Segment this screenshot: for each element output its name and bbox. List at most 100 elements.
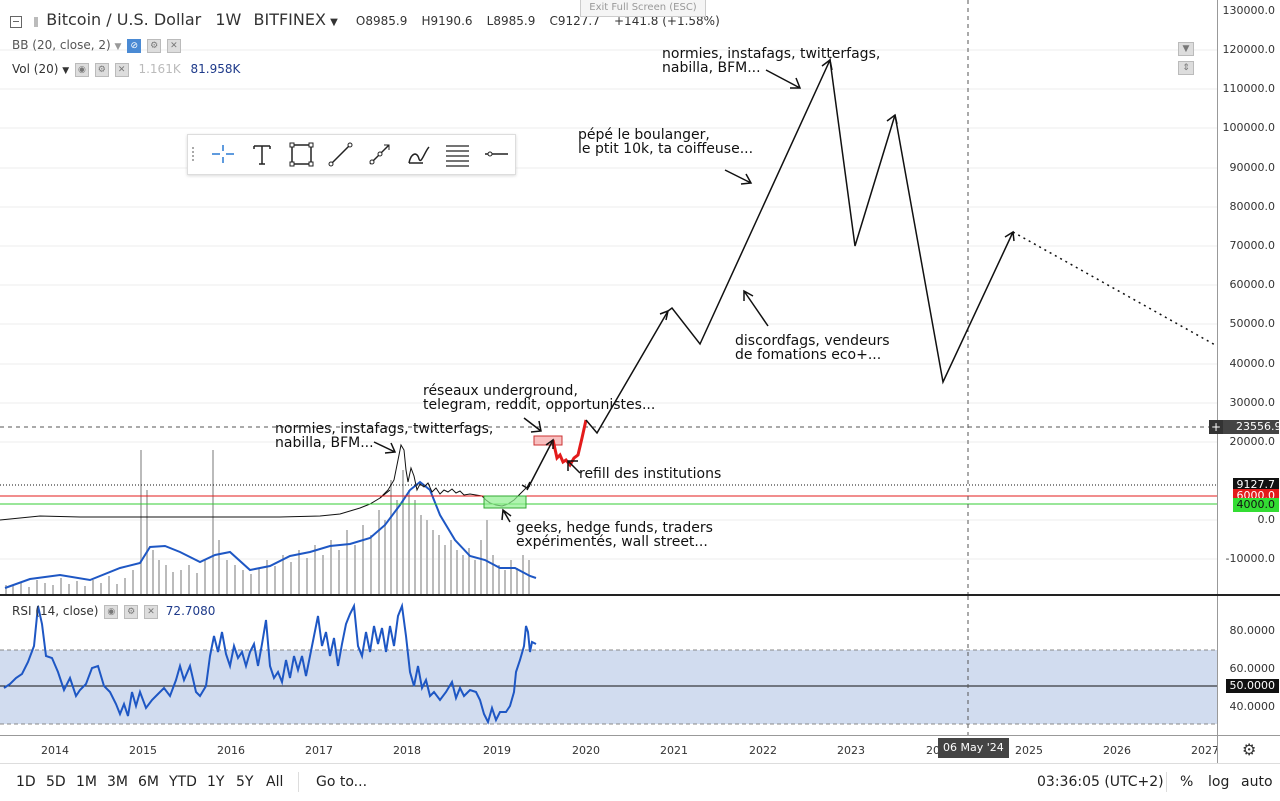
price-tick: 50000.0 [1229, 317, 1276, 330]
drawing-toolbar [187, 134, 516, 175]
price-axis[interactable]: 130000.0 120000.0 110000.0 100000.0 9000… [1209, 0, 1280, 594]
chevron-down-icon[interactable]: ▼ [62, 66, 70, 76]
rsi-band [0, 650, 1217, 724]
price-tick: 70000.0 [1229, 239, 1276, 252]
time-tick: 2017 [305, 744, 333, 757]
eye-icon[interactable]: ◉ [104, 604, 119, 619]
eye-icon[interactable]: ◉ [74, 62, 89, 77]
exit-fullscreen-button[interactable]: Exit Full Screen (ESC) [580, 0, 706, 17]
projection-dotted [1012, 231, 1218, 347]
divider [298, 772, 299, 792]
auto-scale-button[interactable]: auto [1241, 774, 1273, 790]
range-all-button[interactable]: All [266, 774, 284, 790]
rsi-label[interactable]: RSI (14, close) [12, 604, 99, 618]
crosshair-icon[interactable] [204, 135, 243, 174]
time-tick: 2026 [1103, 744, 1131, 757]
rsi-legend: RSI (14, close) ◉ ⚙ ✕ 72.7080 [12, 604, 215, 619]
accumulation-box [483, 495, 527, 509]
rectangle-tool-icon[interactable] [282, 135, 321, 174]
annotation-line: nabilla, BFM... [275, 435, 374, 451]
horizontal-line-icon[interactable] [477, 135, 516, 174]
time-axis[interactable]: 2014 2015 2016 2017 2018 2019 2020 2021 … [0, 735, 1219, 764]
price-tick: 110000.0 [1222, 82, 1276, 95]
price-tick: 60000.0 [1229, 278, 1276, 291]
main-chart-pane[interactable]: Bitcoin / U.S. Dollar 1W BITFINEX ▼ O898… [0, 0, 1218, 594]
gear-icon[interactable]: ⚙ [1242, 740, 1257, 759]
annotation-boulanger: pépé le boulanger, le ptit 10k, ta coiff… [578, 128, 753, 156]
ray-tool-icon[interactable] [360, 135, 399, 174]
time-axis-settings: ⚙ [1217, 735, 1280, 764]
low-value: L8985.9 [486, 14, 536, 28]
plus-icon: + [1209, 420, 1223, 434]
percent-scale-button[interactable]: % [1180, 774, 1194, 790]
rsi-tick: 80.0000 [1229, 624, 1276, 637]
bottom-toolbar: 1D 5D 1M 3M 6M YTD 1Y 5Y All Go to... 03… [0, 763, 1280, 801]
vol-value-a: 1.161K [138, 62, 181, 76]
rsi-mid-tag: 50.0000 [1225, 679, 1279, 693]
collapse-pane-icon[interactable]: ▼ [1178, 41, 1194, 56]
annotation-discord: discordfags, vendeurs de fomations eco+.… [735, 334, 890, 362]
range-3m-button[interactable]: 3M [107, 774, 128, 790]
price-tick: -10000.0 [1225, 552, 1275, 565]
volume-ma-line [4, 480, 537, 589]
gear-icon[interactable]: ⚙ [94, 62, 109, 77]
price-tick: 20000.0 [1229, 435, 1276, 448]
range-ytd-button[interactable]: YTD [169, 774, 197, 790]
eye-icon[interactable]: ⊘ [127, 38, 142, 53]
rsi-pane[interactable]: RSI (14, close) ◉ ⚙ ✕ 72.7080 [0, 596, 1217, 735]
rsi-tick: 40.0000 [1229, 700, 1276, 713]
rsi-svg [0, 596, 1217, 735]
vol-label[interactable]: Vol (20) [12, 62, 59, 76]
annotation-line: pépé le boulanger, [578, 127, 710, 143]
goto-button[interactable]: Go to... [316, 774, 368, 790]
price-tick: 40000.0 [1229, 357, 1276, 370]
range-6m-button[interactable]: 6M [138, 774, 159, 790]
text-tool-icon[interactable] [243, 135, 282, 174]
open-value: O8985.9 [355, 14, 408, 28]
trendline-tool-icon[interactable] [321, 135, 360, 174]
brush-tool-icon[interactable] [399, 135, 438, 174]
range-1y-button[interactable]: 1Y [207, 774, 225, 790]
symbol-title[interactable]: Bitcoin / U.S. Dollar [46, 10, 202, 29]
vol-value-b: 81.958K [190, 62, 241, 76]
exchange-label[interactable]: BITFINEX [253, 10, 326, 29]
time-tick: 2014 [41, 744, 69, 757]
annotation-line: nabilla, BFM... [662, 60, 761, 76]
log-scale-button[interactable]: log [1208, 774, 1230, 790]
bb-legend: BB (20, close, 2) ▼ ⊘ ⚙ ✕ [12, 38, 181, 53]
interval-label[interactable]: 1W [215, 10, 242, 29]
toolbar-drag-handle[interactable] [192, 147, 199, 161]
gear-icon[interactable]: ⚙ [147, 38, 162, 53]
close-icon[interactable]: ✕ [114, 62, 129, 77]
projection-arrowheads [521, 58, 1015, 490]
gear-icon[interactable]: ⚙ [124, 604, 139, 619]
chevron-down-icon[interactable]: ▼ [114, 42, 122, 52]
collapse-icon[interactable] [10, 15, 22, 28]
rsi-axis[interactable]: 80.0000 60.0000 50.0000 40.0000 [1217, 596, 1280, 735]
price-tick: 30000.0 [1229, 396, 1276, 409]
annotation-line: réseaux underground, [423, 383, 578, 399]
rsi-value: 72.7080 [165, 604, 216, 618]
chevron-down-icon[interactable]: ▼ [330, 17, 338, 28]
pane-separator[interactable] [0, 594, 1280, 596]
price-tick: 0.0 [1257, 513, 1276, 526]
time-tick: 2021 [660, 744, 688, 757]
maximize-pane-icon[interactable]: ⇕ [1178, 60, 1194, 75]
annotation-line: expérimentés, wall street... [516, 534, 708, 550]
high-value: H9190.6 [421, 14, 473, 28]
range-1m-button[interactable]: 1M [76, 774, 97, 790]
rsi-line [3, 602, 537, 725]
resistance-box [533, 435, 563, 446]
annotation-normies-2017: normies, instafags, twitterfags, nabilla… [275, 422, 493, 450]
annotation-line: de fomations eco+... [735, 347, 882, 363]
clock-display[interactable]: 03:36:05 (UTC+2) [1037, 774, 1164, 790]
range-5y-button[interactable]: 5Y [236, 774, 254, 790]
close-icon[interactable]: ✕ [143, 604, 158, 619]
horizontal-lines-icon[interactable] [438, 135, 477, 174]
range-1d-button[interactable]: 1D [16, 774, 36, 790]
annotation-line: telegram, reddit, opportunistes... [423, 397, 656, 413]
bb-label[interactable]: BB (20, close, 2) [12, 38, 111, 52]
range-5d-button[interactable]: 5D [46, 774, 66, 790]
projection-path [526, 439, 554, 491]
close-icon[interactable]: ✕ [166, 38, 181, 53]
